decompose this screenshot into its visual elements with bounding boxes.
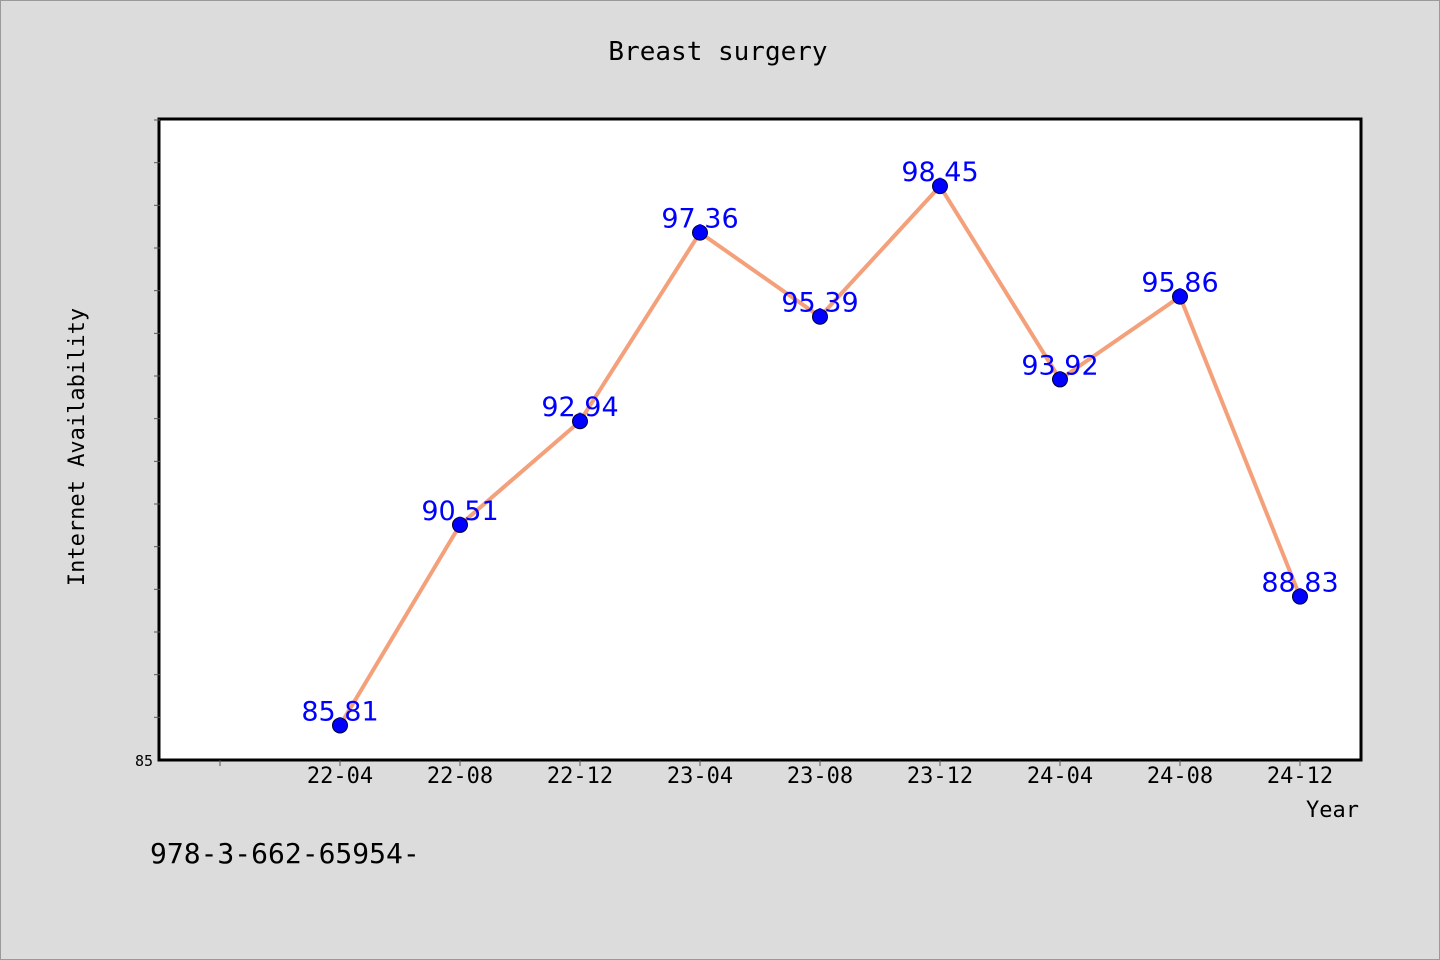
x-tick-label: 23-08 [787,764,853,789]
data-point [1052,371,1068,388]
data-label: 98.45 [901,157,978,188]
x-tick-label: 22-04 [307,764,373,789]
data-label: 97.36 [661,204,738,235]
data-point [572,413,588,430]
data-label: 85.81 [301,696,378,727]
data-point [1172,288,1188,305]
x-tick-label: 24-12 [1267,764,1333,789]
data-label: 90.51 [421,496,498,527]
x-tick-label: 22-08 [427,764,493,789]
data-label: 95.39 [781,288,858,319]
x-axis-ticks: 22-04 22-08 22-12 23-04 23-08 23-12 24-04 24-08… [219,760,1333,789]
x-tick-label: 23-04 [667,764,733,789]
chart-title: Breast surgery [608,37,827,67]
data-point [452,516,468,533]
data-label: 95.86 [1141,268,1218,299]
plot-area [157,117,1363,762]
x-tick-label: 24-08 [1147,764,1213,789]
data-labels: 85.81 90.51 92.94 97.36 95.39 98.45 93.92 95.86… [301,157,1338,727]
x-axis-label: Year [1306,798,1359,823]
x-tick-label: 23-12 [907,764,973,789]
series-layer [332,178,1308,734]
x-tick-label: 22-12 [547,764,613,789]
data-point [812,308,828,325]
data-label: 93.92 [1021,350,1098,381]
data-point [1292,588,1308,605]
data-point [932,178,948,195]
data-point [692,224,708,241]
data-point [332,717,348,734]
data-label: 88.83 [1261,568,1338,599]
data-label: 92.94 [541,392,618,423]
x-tick-label: 24-04 [1027,764,1093,789]
y-axis-ticks: 85 [135,119,160,770]
y-axis-label: Internet Availability [65,308,90,586]
y-tick-label: 85 [135,752,153,770]
footer-code: 978-3-662-65954- [150,837,420,870]
